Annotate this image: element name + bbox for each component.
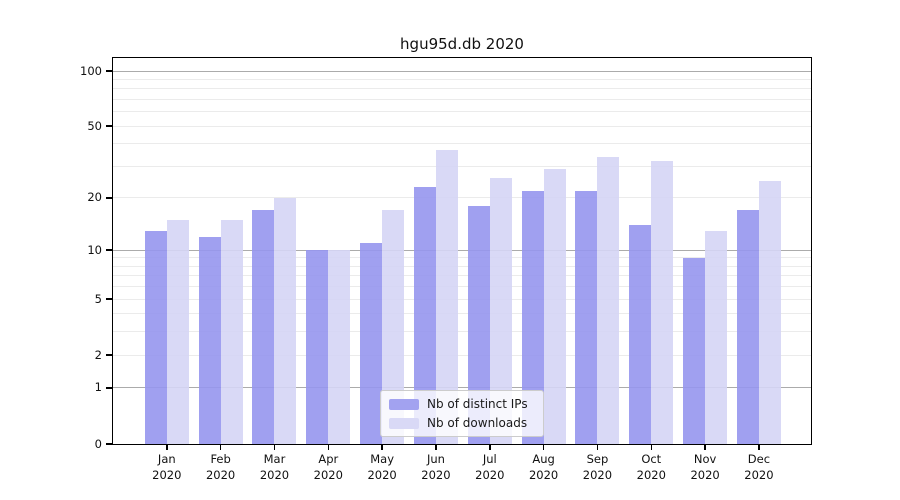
x-axis-tick [704, 445, 706, 450]
y-axis-tick [106, 443, 112, 445]
bar [306, 250, 329, 444]
x-axis-tick [219, 445, 222, 450]
bar [360, 243, 383, 444]
x-tick-label: Jan 2020 [152, 452, 182, 482]
legend-swatch-distinct-ips-icon [389, 398, 419, 410]
x-tick-label: May 2020 [367, 452, 397, 482]
y-axis-tick [106, 298, 112, 300]
legend-label-distinct-ips: Nb of distinct IPs [427, 397, 528, 411]
y-tick-label: 20 [87, 190, 102, 205]
y-axis-tick [106, 197, 112, 199]
y-tick-label: 50 [87, 118, 102, 133]
bar [413, 187, 436, 444]
bar [382, 210, 405, 444]
bar [629, 225, 652, 444]
x-axis-tick [166, 445, 168, 450]
major-gridline [113, 70, 811, 72]
y-tick-label: 2 [94, 347, 102, 362]
bar [144, 230, 167, 444]
x-tick-label: Nov 2020 [690, 452, 720, 482]
x-tick-label: Sep 2020 [582, 452, 613, 482]
legend-entry-distinct-ips: Nb of distinct IPs [389, 397, 535, 411]
bar [651, 161, 674, 444]
legend-label-downloads: Nb of downloads [427, 416, 528, 430]
x-tick-label: Apr 2020 [313, 452, 343, 482]
bar [705, 230, 728, 444]
bar [274, 197, 297, 444]
x-axis-tick [650, 445, 653, 450]
minor-gridline [113, 275, 811, 277]
x-axis-tick [381, 445, 383, 450]
y-tick-label: 10 [87, 242, 102, 257]
legend: Nb of distinct IPs Nb of downloads [380, 390, 544, 437]
minor-gridline [113, 78, 811, 80]
minor-gridline [113, 298, 811, 300]
bar [435, 150, 458, 444]
bar [597, 156, 620, 444]
minor-gridline [113, 143, 811, 145]
chart-title: hgu95d.db 2020 [400, 35, 524, 53]
minor-gridline [113, 98, 811, 100]
bar [758, 180, 781, 444]
minor-gridline [113, 88, 811, 90]
y-axis-tick [106, 249, 112, 251]
bar [543, 169, 566, 444]
x-tick-label: Feb 2020 [205, 452, 236, 482]
x-tick-label: Aug 2020 [528, 452, 559, 482]
minor-gridline [113, 286, 811, 288]
x-tick-label: Dec 2020 [744, 452, 774, 482]
x-tick-label: Jun 2020 [421, 452, 451, 482]
bar [521, 190, 544, 444]
bar [166, 219, 189, 444]
y-tick-label: 100 [80, 63, 102, 78]
bar [575, 190, 598, 444]
legend-entry-downloads: Nb of downloads [389, 416, 535, 430]
x-axis-tick [273, 445, 276, 450]
bar [328, 250, 351, 444]
bar [489, 177, 512, 444]
minor-gridline [113, 265, 811, 267]
minor-gridline [113, 165, 811, 167]
x-axis-tick [489, 445, 491, 450]
y-axis-tick [106, 354, 112, 356]
minor-gridline [113, 111, 811, 113]
y-tick-label: 5 [94, 291, 102, 306]
bars-layer [113, 58, 811, 444]
bar [252, 210, 275, 444]
minor-gridline [113, 257, 811, 259]
y-tick-label: 1 [94, 380, 102, 395]
bar [683, 257, 706, 444]
minor-gridline [113, 354, 811, 356]
x-axis-tick [758, 445, 760, 450]
x-tick-label: Mar 2020 [259, 452, 290, 482]
x-axis-tick [596, 445, 599, 450]
x-axis-tick [542, 445, 545, 450]
x-axis-tick [327, 445, 330, 450]
minor-gridline [113, 313, 811, 315]
x-axis-tick [435, 445, 437, 450]
bar [220, 219, 243, 444]
y-axis-tick [106, 387, 112, 389]
minor-gridline [113, 331, 811, 333]
y-axis-tick [106, 70, 112, 72]
legend-swatch-downloads-icon [389, 417, 419, 429]
bar [198, 236, 221, 444]
bar [736, 210, 759, 444]
plot-area: Nb of distinct IPs Nb of downloads [112, 57, 812, 445]
y-tick-label: 0 [94, 436, 102, 451]
y-axis-tick [106, 125, 112, 127]
x-tick-label: Jul 2020 [475, 452, 505, 482]
gridlines-layer [113, 58, 811, 444]
major-gridline [113, 249, 811, 251]
minor-gridline [113, 197, 811, 199]
x-tick-label: Oct 2020 [636, 452, 666, 482]
minor-gridline [113, 125, 811, 127]
major-gridline [113, 387, 811, 389]
bar [467, 206, 490, 444]
